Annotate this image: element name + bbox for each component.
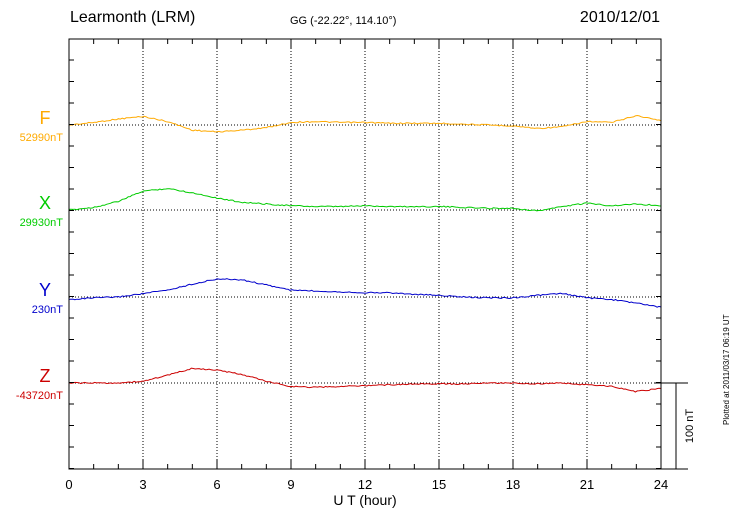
series-name-F: F (40, 108, 51, 128)
plotted-timestamp: Plotted at 2011/03/17 06:19 UT (722, 314, 730, 425)
series-baseline-label-Y: 230nT (32, 304, 63, 316)
x-axis-label: U T (hour) (333, 492, 396, 508)
series-line-X (68, 188, 662, 212)
x-tick-label-9: 9 (287, 477, 294, 492)
baseline-lines (69, 124, 661, 384)
x-tick-label-18: 18 (506, 477, 520, 492)
x-tick-label-21: 21 (580, 477, 594, 492)
axis-ticks (68, 39, 662, 469)
x-tick-label-0: 0 (65, 477, 72, 492)
station-coordinates: GG (-22.22°, 114.10°) (290, 15, 397, 27)
axis-labels: 0 3 6 9 12 15 18 21 24 U T (hour) F 52990nT X 29930nT… (16, 108, 668, 508)
series-name-Z: Z (40, 366, 51, 386)
scale-bar: 100 nT (655, 382, 696, 470)
x-tick-label-15: 15 (432, 477, 446, 492)
series-baseline-label-F: 52990nT (20, 132, 64, 144)
series-name-X: X (39, 193, 51, 213)
x-tick-label-12: 12 (358, 477, 372, 492)
series-line-F (68, 114, 662, 133)
plot-frame (68, 38, 662, 470)
chart-title: Learmonth (LRM) (70, 9, 196, 26)
x-tick-label-6: 6 (213, 477, 220, 492)
chart-date: 2010/12/01 (579, 9, 660, 26)
x-tick-label-3: 3 (139, 477, 146, 492)
series-name-Y: Y (39, 280, 51, 300)
series-line-Y (69, 278, 662, 308)
series-baseline-label-X: 29930nT (20, 217, 64, 229)
x-tick-label-24: 24 (654, 477, 668, 492)
grid-lines (142, 39, 588, 469)
scale-bar-label: 100 nT (684, 409, 696, 444)
series-lines (68, 114, 662, 393)
series-line-Z (68, 367, 662, 393)
series-baseline-label-Z: -43720nT (16, 390, 63, 402)
